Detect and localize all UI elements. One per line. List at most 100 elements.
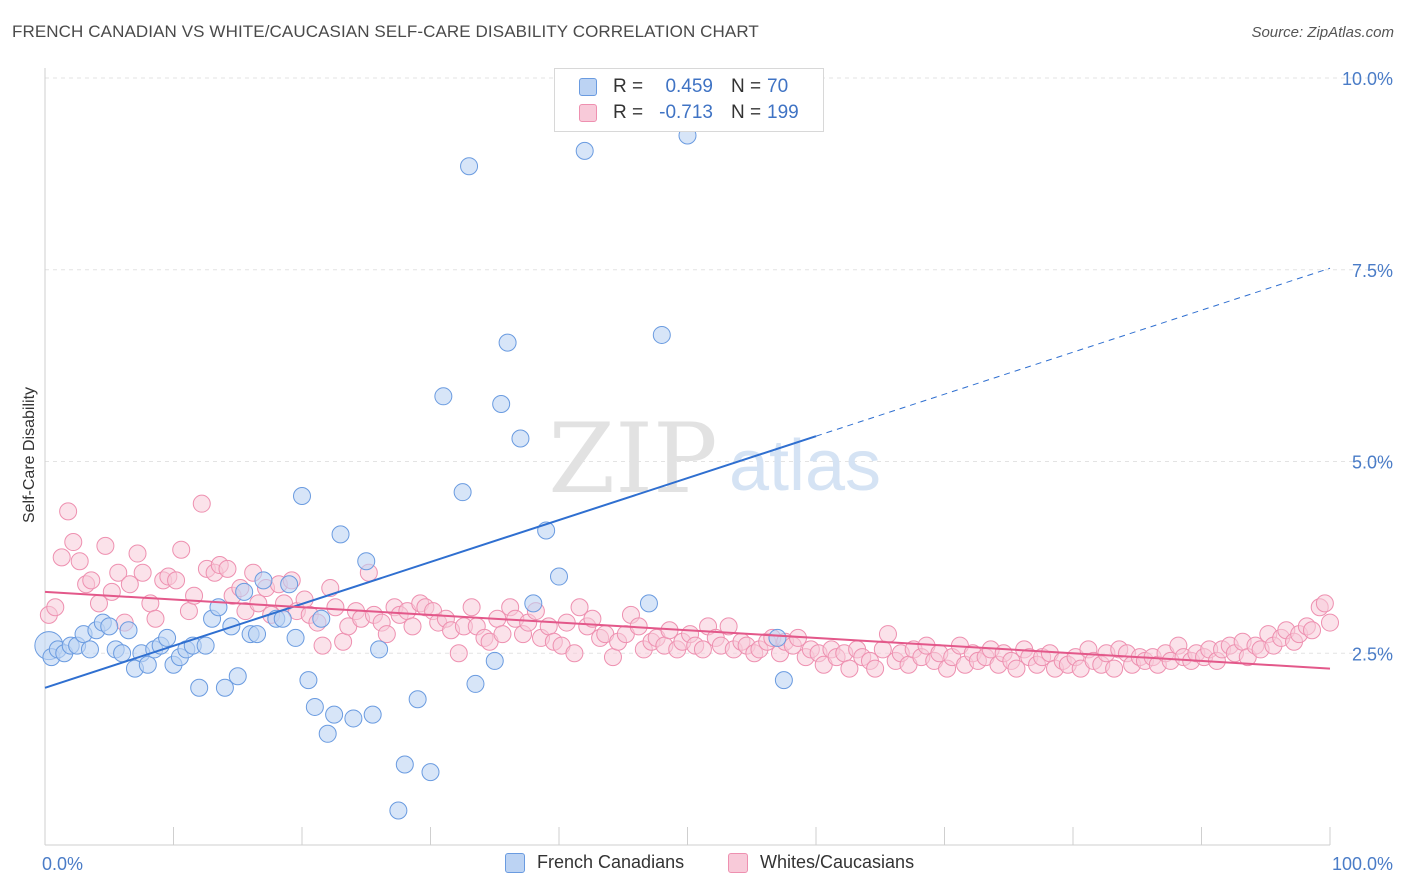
legend-swatch-pink — [579, 104, 597, 122]
data-point-whites-caucasians — [109, 563, 128, 582]
data-point-french-canadians — [363, 705, 382, 724]
watermark: ZIP atlas — [548, 403, 881, 515]
data-point-french-canadians — [248, 625, 267, 644]
data-point-french-canadians — [196, 636, 215, 655]
data-point-french-canadians — [331, 525, 350, 544]
data-point-whites-caucasians — [1303, 621, 1322, 640]
data-point-whites-caucasians — [179, 602, 198, 621]
data-point-whites-caucasians — [570, 598, 589, 617]
data-point-whites-caucasians — [603, 648, 622, 667]
data-point-french-canadians — [235, 582, 254, 601]
data-point-french-canadians — [228, 667, 247, 686]
data-point-french-canadians — [575, 141, 594, 160]
data-point-french-canadians — [550, 567, 568, 586]
legend-item-french-canadians: French Canadians — [505, 852, 684, 873]
data-point-french-canadians — [652, 325, 671, 344]
data-point-french-canadians — [511, 429, 530, 448]
legend-swatch-blue — [579, 78, 597, 96]
data-point-french-canadians — [639, 594, 658, 613]
data-point-whites-caucasians — [462, 598, 481, 617]
data-point-whites-caucasians — [719, 617, 738, 636]
legend-label: French Canadians — [537, 852, 685, 872]
watermark-zip: ZIP — [548, 403, 717, 515]
data-point-french-canadians — [190, 678, 209, 697]
data-point-whites-caucasians — [583, 609, 602, 628]
data-point-whites-caucasians — [840, 659, 859, 678]
data-point-whites-caucasians — [167, 571, 186, 590]
data-point-whites-caucasians — [96, 536, 115, 555]
legend-r-value: -0.713 — [659, 102, 713, 123]
data-point-french-canadians — [453, 483, 472, 502]
data-point-whites-caucasians — [128, 544, 147, 563]
data-point-whites-caucasians — [70, 552, 89, 571]
data-point-whites-caucasians — [313, 636, 332, 655]
data-point-french-canadians — [524, 594, 543, 613]
tick-labels: 2.5% 5.0% 7.5% 10.0% 0.0% 100.0% — [42, 69, 1393, 874]
data-point-french-canadians — [312, 609, 331, 628]
data-point-french-canadians — [286, 628, 305, 647]
source-label: Source: ZipAtlas.com — [1251, 24, 1394, 41]
y-tick-label: 10.0% — [1342, 69, 1393, 89]
legend-item-whites-caucasians: Whites/Caucasians — [728, 852, 914, 873]
data-point-french-canadians — [215, 678, 234, 697]
data-point-whites-caucasians — [866, 659, 885, 678]
data-point-french-canadians — [305, 697, 324, 716]
trend-line-whites-caucasians — [44, 590, 1331, 670]
data-point-french-canadians — [119, 621, 138, 640]
legend-n-value: 199 — [767, 102, 799, 123]
data-point-whites-caucasians — [64, 533, 83, 552]
legend-n-value: 70 — [767, 76, 789, 97]
data-point-french-canadians — [395, 755, 414, 774]
data-point-french-canadians — [774, 671, 793, 690]
legend-row-whites-caucasians: R = -0.713 N = 199 — [579, 101, 799, 125]
data-point-french-canadians — [492, 394, 511, 413]
data-point-french-canadians — [100, 617, 119, 636]
legend-r-label: R = — [613, 102, 644, 123]
data-point-french-canadians — [80, 640, 99, 659]
data-point-french-canadians — [466, 674, 485, 693]
data-point-whites-caucasians — [172, 540, 191, 559]
data-point-whites-caucasians — [192, 494, 211, 513]
data-point-french-canadians — [421, 763, 440, 782]
data-point-french-canadians — [389, 801, 408, 820]
data-point-french-canadians — [113, 644, 132, 663]
data-point-whites-caucasians — [403, 617, 422, 636]
data-point-whites-caucasians — [146, 609, 165, 628]
correlation-legend: R = 0.459 N = 70 R = -0.713 N = 199 — [554, 68, 824, 132]
data-point-french-canadians — [370, 640, 389, 659]
series-whites-caucasians — [39, 494, 1339, 678]
data-point-whites-caucasians — [59, 502, 78, 521]
data-point-whites-caucasians — [1315, 594, 1334, 613]
data-point-whites-caucasians — [120, 575, 139, 594]
y-tick-label: 5.0% — [1352, 453, 1393, 473]
legend-r-label: R = — [613, 76, 644, 97]
data-point-french-canadians — [158, 628, 177, 647]
legend-label: Whites/Caucasians — [760, 852, 915, 872]
trend-line-extension-french-canadians — [815, 267, 1331, 437]
data-point-whites-caucasians — [52, 548, 71, 567]
data-point-whites-caucasians — [693, 640, 712, 659]
watermark-atlas: atlas — [729, 426, 881, 506]
chart-title: FRENCH CANADIAN VS WHITE/CAUCASIAN SELF-… — [12, 22, 759, 41]
data-point-french-canadians — [485, 651, 504, 670]
data-point-whites-caucasians — [1007, 659, 1026, 678]
series-legend: French Canadians Whites/Caucasians — [0, 852, 1406, 876]
x-tick-label: 0.0% — [42, 854, 83, 874]
data-point-whites-caucasians — [82, 571, 101, 590]
y-tick-label: 2.5% — [1352, 644, 1393, 664]
data-point-whites-caucasians — [377, 625, 396, 644]
legend-swatch-blue — [505, 852, 525, 873]
data-point-whites-caucasians — [565, 644, 584, 663]
data-point-whites-caucasians — [46, 598, 65, 617]
y-tick-label: 7.5% — [1352, 261, 1393, 281]
data-point-french-canadians — [344, 709, 363, 728]
trend-line-french-canadians — [44, 435, 817, 689]
data-point-french-canadians — [138, 655, 157, 674]
data-point-french-canadians — [357, 552, 376, 571]
data-point-french-canadians — [498, 333, 517, 352]
legend-n-label: N = — [731, 102, 762, 123]
data-point-french-canadians — [299, 671, 318, 690]
data-point-whites-caucasians — [218, 559, 237, 578]
data-point-french-canadians — [293, 487, 311, 506]
data-point-french-canadians — [325, 705, 344, 724]
